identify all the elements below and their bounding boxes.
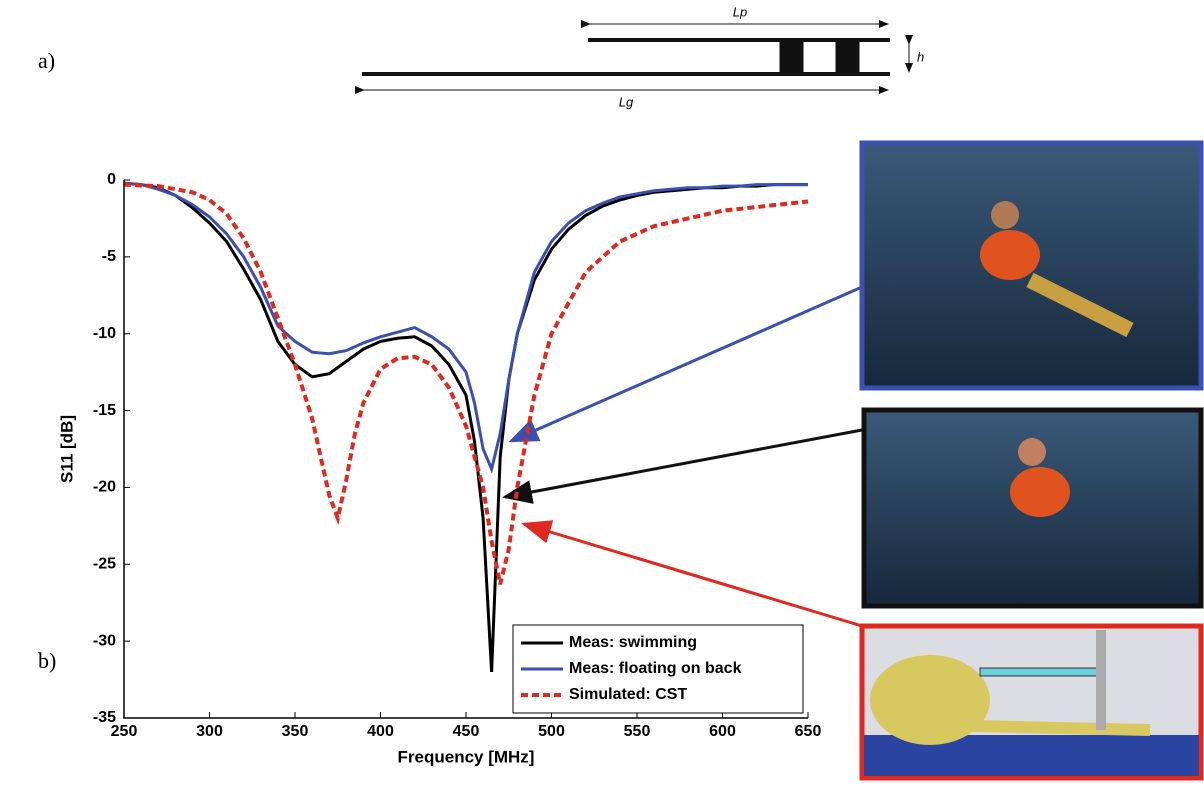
diagram-label: Lp	[733, 4, 747, 19]
data-line	[123, 181, 808, 672]
x-tick-label: 250	[111, 723, 138, 740]
x-tick-label: 450	[453, 723, 480, 740]
y-tick-label: -25	[93, 556, 116, 573]
photo-floating	[859, 140, 1204, 391]
y-axis-label: S11 [dB]	[57, 415, 76, 483]
legend-label: Meas: swimming	[569, 634, 697, 651]
y-tick-label: -10	[93, 325, 116, 342]
panel-label: b)	[38, 648, 56, 673]
data-line	[123, 181, 808, 474]
x-tick-label: 350	[282, 723, 309, 740]
y-tick-label: -20	[93, 479, 116, 496]
diagram-label: h	[917, 49, 924, 64]
y-tick-label: -30	[93, 632, 116, 649]
antenna-diagram	[355, 20, 913, 94]
x-tick-label: 550	[624, 723, 651, 740]
data-line	[123, 182, 809, 585]
y-tick-label: -5	[102, 248, 116, 265]
callout-arrows	[502, 285, 863, 628]
diagram-label: Lg	[619, 94, 634, 109]
x-tick-label: 650	[795, 723, 822, 740]
photo-simulation	[859, 623, 1204, 781]
y-tick-label: 0	[107, 171, 116, 188]
x-axis-label: Frequency [MHz]	[398, 747, 535, 766]
legend-label: Simulated: CST	[569, 686, 687, 703]
panel-label: a)	[38, 48, 55, 73]
photo-swimming	[861, 407, 1204, 609]
x-tick-label: 400	[367, 723, 394, 740]
y-tick-label: -35	[93, 709, 116, 726]
plot-frame	[123, 180, 808, 719]
x-tick-label: 500	[538, 723, 565, 740]
legend-label: Meas: floating on back	[569, 660, 742, 677]
x-tick-label: 300	[196, 723, 223, 740]
x-tick-label: 600	[709, 723, 736, 740]
y-tick-label: -15	[93, 402, 116, 419]
